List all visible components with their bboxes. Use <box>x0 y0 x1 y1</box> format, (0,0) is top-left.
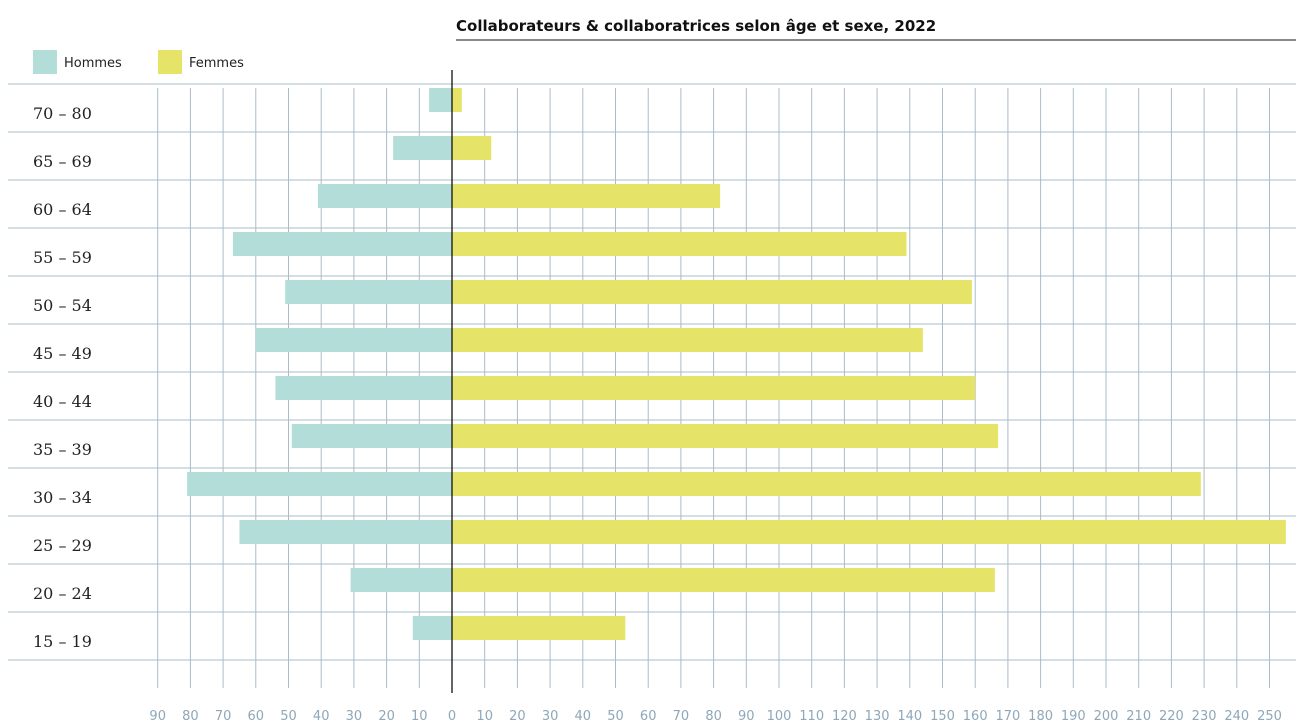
bar-femmes-6 <box>452 328 923 352</box>
x-tick-label: 240 <box>1224 709 1249 722</box>
bar-femmes-8 <box>452 424 999 448</box>
category-label: 55 – 59 <box>33 248 92 267</box>
category-label: 40 – 44 <box>33 392 92 411</box>
x-tick-label: 70 <box>215 709 232 722</box>
bar-hommes-6 <box>255 328 452 352</box>
x-tick-label: 10 <box>476 709 493 722</box>
bar-hommes-7 <box>275 376 452 400</box>
bar-femmes-5 <box>452 280 972 304</box>
x-tick-label: 120 <box>832 709 857 722</box>
x-tick-label: 80 <box>705 709 722 722</box>
x-tick-label: 20 <box>509 709 526 722</box>
category-label: 70 – 80 <box>33 104 92 123</box>
x-tick-label: 250 <box>1257 709 1282 722</box>
x-tick-label: 60 <box>640 709 657 722</box>
bar-hommes-4 <box>232 232 452 256</box>
bar-hommes-9 <box>187 472 452 496</box>
x-tick-label: 210 <box>1126 709 1151 722</box>
bar-femmes-3 <box>452 184 721 208</box>
category-label: 30 – 34 <box>33 488 92 507</box>
x-tick-label: 100 <box>767 709 792 722</box>
chart-title: Collaborateurs & collaboratrices selon â… <box>456 17 936 35</box>
bar-hommes-10 <box>239 520 452 544</box>
bar-femmes-4 <box>452 232 907 256</box>
x-tick-label: 220 <box>1159 709 1184 722</box>
bar-hommes-2 <box>393 136 452 160</box>
bar-femmes-10 <box>452 520 1286 544</box>
bar-hommes-5 <box>285 280 452 304</box>
x-tick-label: 10 <box>411 709 428 722</box>
x-tick-label: 140 <box>897 709 922 722</box>
category-label: 45 – 49 <box>33 344 92 363</box>
bar-femmes-2 <box>452 136 492 160</box>
bar-hommes-8 <box>291 424 452 448</box>
bar-femmes-1 <box>452 88 462 112</box>
category-label: 60 – 64 <box>33 200 92 219</box>
bar-hommes-1 <box>429 88 452 112</box>
x-tick-label: 200 <box>1094 709 1119 722</box>
x-tick-label: 40 <box>313 709 330 722</box>
bar-femmes-11 <box>452 568 995 592</box>
x-tick-label: 30 <box>542 709 559 722</box>
x-tick-label: 50 <box>607 709 624 722</box>
x-tick-label: 150 <box>930 709 955 722</box>
bar-femmes-7 <box>452 376 976 400</box>
category-label: 20 – 24 <box>33 584 92 603</box>
bar-femmes-12 <box>452 616 626 640</box>
legend: Hommes Femmes <box>33 50 244 74</box>
x-tick-label: 0 <box>448 709 456 722</box>
bar-hommes-3 <box>317 184 452 208</box>
x-tick-label: 90 <box>149 709 166 722</box>
category-label: 25 – 29 <box>33 536 92 555</box>
legend-label-hommes: Hommes <box>64 56 122 71</box>
x-tick-label: 90 <box>738 709 755 722</box>
category-label: 35 – 39 <box>33 440 92 459</box>
bar-hommes-11 <box>350 568 452 592</box>
category-labels: 70 – 80 65 – 69 60 – 64 55 – 59 50 – 54 45 – … <box>33 104 92 651</box>
category-label: 65 – 69 <box>33 152 92 171</box>
category-label: 15 – 19 <box>33 632 92 651</box>
x-tick-label: 20 <box>378 709 395 722</box>
x-tick-label: 80 <box>182 709 199 722</box>
x-tick-label: 130 <box>865 709 890 722</box>
x-tick-label: 50 <box>280 709 297 722</box>
bar-hommes-12 <box>412 616 452 640</box>
x-tick-label: 170 <box>995 709 1020 722</box>
category-label: 50 – 54 <box>33 296 92 315</box>
x-tick-label: 60 <box>248 709 265 722</box>
legend-swatch-hommes <box>33 50 57 74</box>
x-tick-label: 30 <box>346 709 363 722</box>
legend-label-femmes: Femmes <box>189 56 244 71</box>
bar-layer <box>187 88 1286 640</box>
x-tick-label: 40 <box>575 709 592 722</box>
x-tick-label: 180 <box>1028 709 1053 722</box>
x-tick-labels: 90 80 70 60 50 40 30 20 10 0 10 20 30 40 50 60 70 80 90 100… <box>149 709 1281 722</box>
x-tick-label: 230 <box>1192 709 1217 722</box>
legend-swatch-femmes <box>158 50 182 74</box>
bar-femmes-9 <box>452 472 1201 496</box>
x-tick-label: 190 <box>1061 709 1086 722</box>
x-tick-label: 70 <box>673 709 690 722</box>
x-tick-label: 110 <box>799 709 824 722</box>
x-tick-label: 160 <box>963 709 988 722</box>
